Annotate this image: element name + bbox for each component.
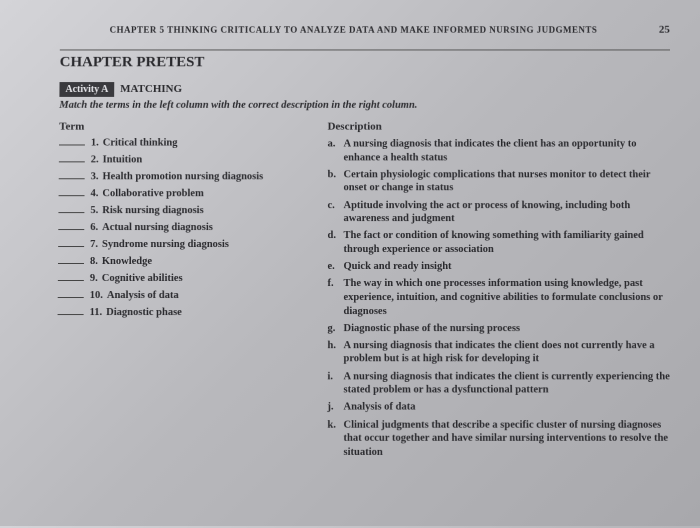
- term-number: 10.: [90, 290, 103, 301]
- term-column: Term 1. Critical thinking 2. Intuition 3.Hea…: [56, 121, 307, 463]
- term-row: 1. Critical thinking: [59, 138, 308, 149]
- answer-blank[interactable]: [58, 280, 84, 281]
- answer-blank[interactable]: [58, 212, 84, 213]
- term-text: Health promotion nursing diagnosis: [102, 171, 263, 182]
- answer-blank[interactable]: [58, 229, 84, 230]
- term-text: Critical thinking: [103, 138, 178, 149]
- description-row: k.Clinical judgments that describe a spe…: [327, 418, 673, 459]
- description-letter: a.: [328, 138, 344, 165]
- term-text: Syndrome nursing diagnosis: [102, 239, 229, 250]
- description-column: Description a.A nursing diagnosis that i…: [327, 121, 674, 463]
- activity-row: Activity A MATCHING: [59, 79, 670, 97]
- answer-blank[interactable]: [58, 314, 84, 315]
- description-text: A nursing diagnosis that indicates the c…: [344, 138, 672, 165]
- description-row: g.Diagnostic phase of the nursing proces…: [327, 322, 672, 336]
- term-text: Analysis of data: [107, 290, 179, 301]
- answer-blank[interactable]: [58, 297, 84, 298]
- instruction-text: Match the terms in the left column with …: [59, 100, 670, 111]
- description-text: Certain physiologic complications that n…: [343, 168, 671, 195]
- description-row: d.The fact or condition of knowing somet…: [327, 229, 671, 256]
- activity-badge: Activity A: [59, 82, 114, 97]
- term-number: 2.: [91, 154, 99, 165]
- term-number: 1.: [91, 138, 99, 149]
- answer-blank[interactable]: [59, 144, 85, 145]
- description-text: The way in which one processes informati…: [343, 277, 672, 318]
- term-row: 2. Intuition: [59, 154, 308, 165]
- term-text: Risk nursing diagnosis: [102, 205, 203, 216]
- description-column-header: Description: [328, 121, 671, 133]
- term-number: 3.: [91, 171, 99, 182]
- term-column-header: Term: [59, 121, 308, 133]
- term-row: 11.Diagnostic phase: [58, 307, 308, 318]
- term-number: 11.: [90, 307, 103, 318]
- description-text: A nursing diagnosis that indicates the c…: [343, 370, 673, 397]
- page-header: CHAPTER 5 THINKING CRITICALLY TO ANALYZE…: [60, 24, 670, 36]
- description-row: b.Certain physiologic complications that…: [328, 168, 672, 195]
- activity-name: MATCHING: [120, 83, 182, 95]
- description-letter: c.: [328, 199, 344, 226]
- answer-blank[interactable]: [58, 263, 84, 264]
- description-letter: h.: [327, 339, 343, 366]
- description-row: f.The way in which one processes informa…: [327, 277, 672, 318]
- description-letter: f.: [327, 277, 343, 318]
- description-text: Clinical judgments that describe a speci…: [343, 418, 673, 459]
- description-text: The fact or condition of knowing somethi…: [343, 229, 671, 256]
- term-text: Actual nursing diagnosis: [102, 222, 213, 233]
- chapter-label: CHAPTER 5 THINKING CRITICALLY TO ANALYZE…: [60, 25, 647, 35]
- description-row: h.A nursing diagnosis that indicates the…: [327, 339, 673, 366]
- description-text: Aptitude involving the act or process of…: [343, 199, 671, 226]
- answer-blank[interactable]: [59, 178, 85, 179]
- answer-blank[interactable]: [59, 161, 85, 162]
- description-letter: d.: [327, 229, 343, 256]
- term-text: Knowledge: [102, 256, 152, 267]
- term-row: 7. Syndrome nursing diagnosis: [58, 239, 307, 250]
- description-text: Analysis of data: [343, 401, 673, 415]
- term-row: 3.Health promotion nursing diagnosis: [59, 171, 308, 182]
- term-text: Intuition: [103, 154, 143, 165]
- term-row: 5. Risk nursing diagnosis: [58, 205, 307, 216]
- term-row: 10. Analysis of data: [58, 290, 308, 301]
- term-text: Diagnostic phase: [106, 307, 182, 318]
- description-letter: k.: [327, 418, 343, 459]
- description-letter: e.: [327, 260, 343, 274]
- matching-columns: Term 1. Critical thinking 2. Intuition 3.Hea…: [56, 121, 674, 463]
- description-letter: g.: [327, 322, 343, 336]
- term-number: 5.: [90, 205, 98, 216]
- section-title: CHAPTER PRETEST: [60, 49, 671, 71]
- description-letter: i.: [327, 370, 343, 397]
- description-letter: b.: [328, 168, 344, 195]
- description-row: i.A nursing diagnosis that indicates the…: [327, 370, 673, 397]
- description-row: a.A nursing diagnosis that indicates the…: [328, 138, 672, 165]
- term-number: 9.: [90, 273, 98, 284]
- page-number: 25: [659, 24, 670, 36]
- answer-blank[interactable]: [58, 246, 84, 247]
- term-number: 8.: [90, 256, 98, 267]
- description-text: Diagnostic phase of the nursing process: [343, 322, 672, 336]
- description-text: A nursing diagnosis that indicates the c…: [343, 339, 673, 366]
- answer-blank[interactable]: [59, 195, 85, 196]
- term-number: 7.: [90, 239, 98, 250]
- term-row: 6. Actual nursing diagnosis: [58, 222, 307, 233]
- term-number: 4.: [90, 188, 98, 199]
- term-row: 4. Collaborative problem: [59, 188, 308, 199]
- description-letter: j.: [327, 401, 343, 415]
- term-row: 8. Knowledge: [58, 256, 308, 267]
- description-text: Quick and ready insight: [343, 260, 672, 274]
- term-text: Cognitive abilities: [102, 273, 183, 284]
- description-row: j.Analysis of data: [327, 401, 673, 415]
- description-row: c.Aptitude involving the act or process …: [328, 199, 672, 226]
- description-row: e.Quick and ready insight: [327, 260, 672, 274]
- term-row: 9. Cognitive abilities: [58, 273, 308, 284]
- term-number: 6.: [90, 222, 98, 233]
- term-text: Collaborative problem: [102, 188, 203, 199]
